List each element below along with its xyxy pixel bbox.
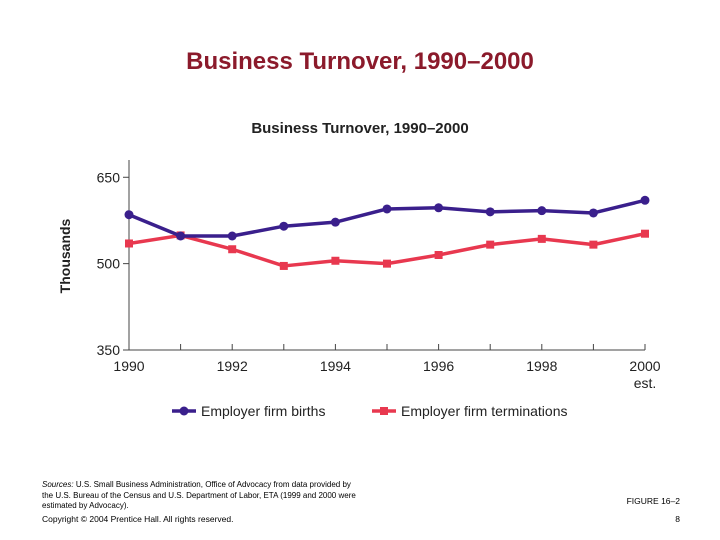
- legend-births-label: Employer firm births: [201, 403, 325, 419]
- page-number: 8: [675, 514, 680, 524]
- data-point-births: [382, 204, 392, 214]
- figure-label: FIGURE 16–2: [626, 496, 680, 506]
- data-point-terminations: [641, 229, 649, 238]
- copyright-text: Copyright © 2004 Prentice Hall. All righ…: [42, 514, 234, 524]
- x-tick-label: 1996: [423, 358, 454, 374]
- data-point-terminations: [125, 239, 133, 248]
- x-tick-label: 1998: [526, 358, 557, 374]
- legend-terminations-label: Employer firm terminations: [401, 403, 568, 419]
- data-point-births: [485, 207, 495, 217]
- data-point-terminations: [434, 251, 443, 259]
- data-point-terminations: [279, 261, 288, 270]
- data-point-births: [227, 231, 237, 241]
- data-point-terminations: [383, 259, 391, 268]
- x-tick-label: 1992: [217, 358, 248, 374]
- sources-text: U.S. Small Business Administration, Offi…: [42, 480, 356, 510]
- x-tick-sublabel: est.: [634, 375, 657, 391]
- data-point-births: [537, 206, 547, 216]
- y-tick-label: 350: [97, 342, 121, 358]
- legend-births-marker: [179, 406, 189, 416]
- data-point-births: [588, 208, 598, 218]
- chart-title: Business Turnover, 1990–2000: [251, 120, 468, 137]
- data-point-terminations: [228, 245, 237, 254]
- x-tick-label: 1994: [320, 358, 351, 374]
- y-axis-label: Thousands: [57, 218, 73, 293]
- data-point-births: [176, 231, 186, 241]
- data-point-births: [434, 203, 444, 213]
- y-tick-label: 650: [97, 169, 121, 185]
- y-tick-label: 500: [97, 256, 121, 272]
- line-chart: Business Turnover, 1990–2000 350 500 650 Tho…: [57, 120, 661, 419]
- data-point-births: [124, 210, 134, 220]
- sources-note: Sources: U.S. Small Business Administrat…: [42, 480, 362, 512]
- data-point-terminations: [537, 234, 546, 243]
- data-point-terminations: [331, 256, 340, 265]
- data-point-terminations: [486, 240, 495, 249]
- data-point-births: [640, 195, 650, 205]
- slide-title: Business Turnover, 1990–2000: [186, 48, 534, 75]
- data-point-births: [330, 217, 340, 227]
- x-tick-label: 2000: [629, 358, 660, 374]
- data-point-births: [279, 221, 289, 231]
- data-point-terminations: [589, 240, 598, 249]
- sources-label: Sources:: [42, 480, 74, 489]
- x-tick-label: 1990: [113, 358, 144, 374]
- legend-terminations-marker: [380, 407, 388, 415]
